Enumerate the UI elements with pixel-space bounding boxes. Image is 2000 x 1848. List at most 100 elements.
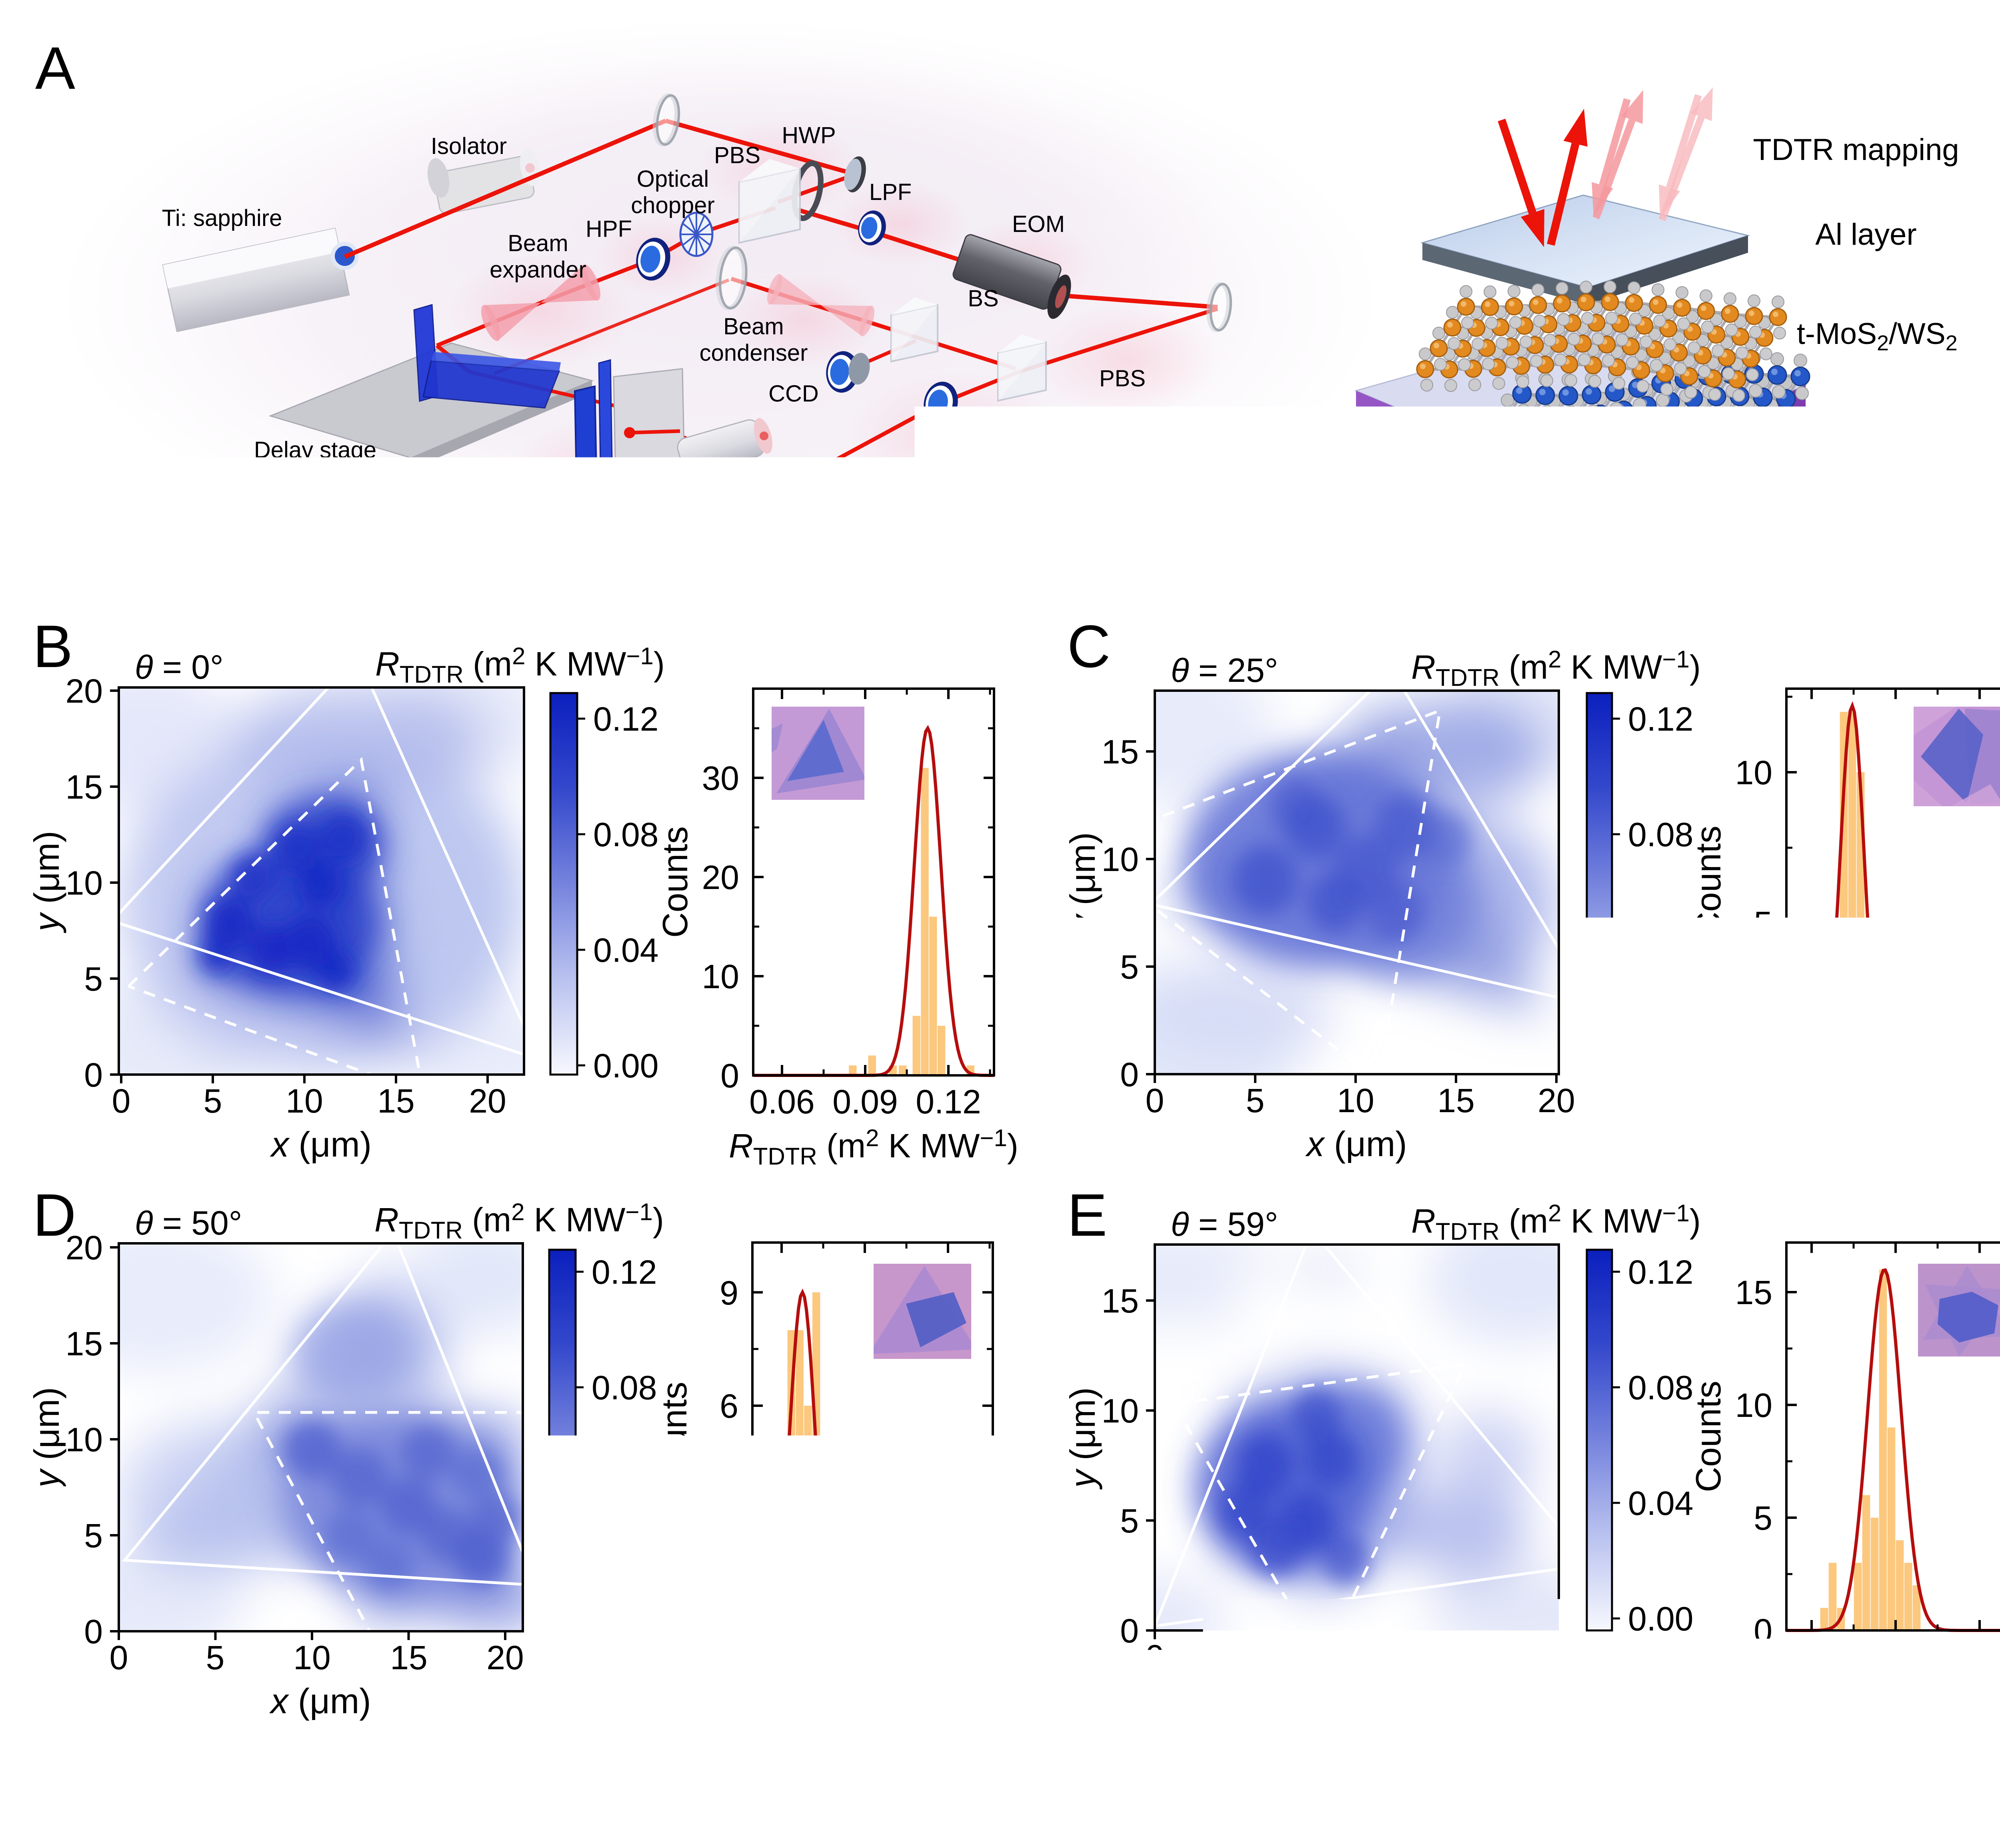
svg-text:condenser: condenser xyxy=(700,340,808,366)
svg-text:0.06: 0.06 xyxy=(1779,1638,1844,1676)
svg-text:HPF: HPF xyxy=(915,440,962,466)
svg-text:θ = 50°: θ = 50° xyxy=(135,1204,242,1242)
svg-text:5: 5 xyxy=(1120,948,1139,986)
svg-text:Counts: Counts xyxy=(654,1382,694,1493)
svg-text:x (μm): x (μm) xyxy=(269,1681,371,1721)
svg-text:0.08: 0.08 xyxy=(1628,816,1694,853)
svg-text:10: 10 xyxy=(66,1421,103,1458)
svg-text:0.00: 0.00 xyxy=(592,1600,657,1638)
svg-text:E: E xyxy=(1067,1181,1107,1249)
svg-text:10: 10 xyxy=(286,1082,323,1120)
svg-text:x (μm): x (μm) xyxy=(1305,1124,1407,1164)
svg-text:5: 5 xyxy=(1246,1082,1265,1119)
svg-text:10: 10 xyxy=(66,864,103,902)
svg-text:0.00: 0.00 xyxy=(1628,1047,1694,1085)
svg-text:PBS: PBS xyxy=(714,142,760,168)
svg-text:Isolator: Isolator xyxy=(431,133,507,159)
svg-text:0: 0 xyxy=(1120,1612,1139,1650)
svg-text:5: 5 xyxy=(1754,905,1772,942)
svg-text:10: 10 xyxy=(1735,754,1772,791)
svg-text:y (μm): y (μm) xyxy=(1063,832,1102,935)
svg-text:15: 15 xyxy=(66,1325,103,1363)
svg-text:5: 5 xyxy=(1246,1638,1265,1676)
svg-text:10: 10 xyxy=(293,1639,330,1676)
svg-text:5: 5 xyxy=(1754,1499,1772,1537)
svg-text:0.08: 0.08 xyxy=(592,1369,657,1406)
svg-text:5: 5 xyxy=(204,1082,222,1120)
svg-text:0.08: 0.08 xyxy=(1628,1369,1694,1406)
svg-text:0.12: 0.12 xyxy=(915,1640,981,1678)
svg-text:chopper: chopper xyxy=(631,192,715,218)
svg-text:0: 0 xyxy=(1120,1056,1139,1093)
svg-text:Objector: Objector xyxy=(661,480,749,506)
svg-text:0.06: 0.06 xyxy=(1779,1082,1844,1119)
svg-text:15: 15 xyxy=(390,1639,427,1676)
svg-text:20: 20 xyxy=(702,859,739,896)
svg-text:BS: BS xyxy=(968,286,998,312)
svg-text:expander: expander xyxy=(490,257,586,283)
svg-text:Electric displacement: Electric displacement xyxy=(437,477,656,503)
svg-text:θ = 0°: θ = 0° xyxy=(135,648,224,686)
svg-text:15: 15 xyxy=(1102,1282,1139,1320)
svg-text:15: 15 xyxy=(66,768,103,806)
svg-text:0: 0 xyxy=(1754,1612,1772,1650)
svg-text:0.06: 0.06 xyxy=(749,1083,815,1121)
svg-text:10: 10 xyxy=(1102,1392,1139,1430)
svg-text:Counts: Counts xyxy=(655,826,695,938)
svg-text:0.12: 0.12 xyxy=(916,1083,981,1121)
svg-text:Ti: sapphire: Ti: sapphire xyxy=(162,205,282,231)
svg-text:15: 15 xyxy=(1438,1638,1476,1676)
svg-text:10: 10 xyxy=(1735,1386,1772,1424)
svg-text:EOM: EOM xyxy=(1012,211,1065,237)
svg-text:0: 0 xyxy=(1146,1082,1164,1119)
svg-text:10: 10 xyxy=(702,958,739,995)
svg-text:y (μm): y (μm) xyxy=(1063,1387,1102,1490)
svg-text:θ = 59°: θ = 59° xyxy=(1171,1205,1278,1243)
svg-text:Al layer: Al layer xyxy=(1815,218,1916,252)
svg-text:A: A xyxy=(35,34,75,102)
svg-text:0: 0 xyxy=(112,1082,131,1120)
svg-text:20: 20 xyxy=(486,1639,524,1676)
svg-text:B: B xyxy=(33,613,73,680)
svg-text:D: D xyxy=(33,1181,76,1249)
svg-text:0.04: 0.04 xyxy=(592,1484,657,1522)
svg-text:lens: lens xyxy=(684,506,726,532)
svg-text:HWP: HWP xyxy=(782,122,836,148)
svg-text:Beam: Beam xyxy=(508,230,568,256)
svg-text:0.00: 0.00 xyxy=(593,1047,659,1085)
svg-text:0.12: 0.12 xyxy=(1947,1638,2000,1676)
svg-text:5: 5 xyxy=(206,1639,225,1676)
svg-text:0.09: 0.09 xyxy=(832,1640,898,1678)
svg-text:θ = 25°: θ = 25° xyxy=(1171,651,1278,689)
svg-text:y (μm): y (μm) xyxy=(27,1387,66,1489)
svg-text:0: 0 xyxy=(84,1613,103,1650)
svg-text:SiO2/Si substrate: SiO2/Si substrate xyxy=(1716,488,1945,526)
svg-text:0: 0 xyxy=(1754,1056,1772,1093)
svg-text:y (μm): y (μm) xyxy=(27,831,66,933)
svg-text:0: 0 xyxy=(720,1057,739,1095)
svg-text:0.12: 0.12 xyxy=(592,1253,657,1291)
svg-text:Beam: Beam xyxy=(723,314,784,340)
svg-text:0: 0 xyxy=(1146,1638,1164,1676)
svg-text:0: 0 xyxy=(84,1056,103,1094)
svg-text:0.04: 0.04 xyxy=(593,931,659,969)
svg-text:HPF: HPF xyxy=(586,216,632,242)
svg-text:C: C xyxy=(1067,613,1110,680)
svg-text:10: 10 xyxy=(1102,841,1139,878)
svg-text:CCD: CCD xyxy=(768,381,819,407)
svg-text:PBS: PBS xyxy=(1099,366,1146,392)
svg-text:15: 15 xyxy=(377,1082,414,1120)
svg-text:0.09: 0.09 xyxy=(832,1083,898,1121)
svg-text:0.12: 0.12 xyxy=(1947,1082,2000,1119)
svg-text:Counts: Counts xyxy=(1688,1381,1728,1492)
svg-text:x (μm): x (μm) xyxy=(270,1125,372,1164)
svg-text:5: 5 xyxy=(84,960,103,998)
svg-text:0: 0 xyxy=(720,1614,738,1652)
svg-text:0: 0 xyxy=(110,1639,128,1676)
svg-text:10: 10 xyxy=(1337,1082,1374,1119)
svg-text:0.12: 0.12 xyxy=(593,700,659,738)
svg-text:Counts: Counts xyxy=(1688,826,1728,937)
svg-text:15: 15 xyxy=(1735,1274,1772,1311)
svg-text:0.12: 0.12 xyxy=(1628,1253,1694,1291)
svg-text:3: 3 xyxy=(720,1500,738,1538)
